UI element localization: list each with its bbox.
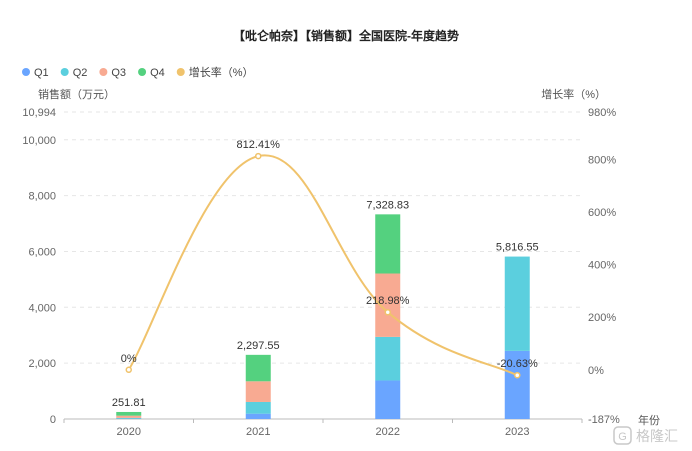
bar-q3-2021: [245, 381, 271, 402]
y-tick-label-2: 4,000: [28, 302, 56, 314]
growth-line-layer: 0% 812.41% 218.98% -20.63%: [121, 139, 538, 379]
growth-point-2021: [255, 152, 262, 160]
growth-label-2022: 218.98%: [366, 295, 410, 307]
watermark: G 格隆汇: [613, 426, 678, 445]
legend-marker-0: [22, 68, 30, 76]
legend-marker-1: [60, 68, 69, 76]
growth-label-2023: -20.63%: [497, 358, 538, 370]
legend-marker-4: [176, 68, 185, 76]
bar-q4-2021: [245, 354, 271, 382]
y2-tick-label-6: 980%: [588, 107, 616, 119]
legend-marker-3: [138, 68, 147, 76]
watermark-logo-glyph: G: [618, 431, 627, 443]
bar-total-label-2021: 2,297.55: [237, 340, 280, 352]
legend-label-1: Q2: [73, 67, 88, 79]
legend: Q1 Q2 Q3 Q4 增长率（%）: [22, 65, 254, 79]
bar-q2-2021: [245, 401, 271, 414]
bar-q2-2023: [504, 256, 530, 351]
y-tick-label-6: 10,994: [22, 107, 56, 119]
bar-total-label-2023: 5,816.55: [496, 242, 539, 254]
y2-tick-label-3: 400%: [588, 260, 616, 272]
y-tick-label-3: 6,000: [28, 246, 56, 258]
y-axis-ticks: 0 2,000 4,000 6,000 8,000 10,000 10,994: [22, 107, 56, 426]
grid-layer: [64, 111, 582, 420]
y2-tick-label-2: 200%: [588, 312, 616, 324]
bar-q1-2022: [375, 380, 401, 419]
bar-q4-2020: [116, 411, 142, 416]
y-tick-label-1: 2,000: [28, 358, 56, 370]
bar-q2-2022: [375, 336, 401, 381]
growth-point-2020: [125, 366, 132, 374]
y2-axis-ticks: -187% 0% 200% 400% 600% 800% 980%: [588, 107, 620, 426]
legend-marker-2: [99, 68, 108, 76]
y2-axis-label: 增长率（%）: [541, 87, 606, 101]
bar-q4-2022: [375, 214, 401, 274]
x-tick-label-0: 2020: [117, 426, 141, 438]
legend-label-0: Q1: [34, 67, 49, 79]
y-tick-label-5: 10,000: [22, 135, 56, 147]
growth-point-2022: [384, 308, 391, 316]
bar-total-label-2020: 251.81: [112, 397, 146, 409]
y2-tick-label-5: 800%: [588, 154, 616, 166]
y-axis-label: 销售额（万元）: [38, 87, 115, 101]
growth-label-2021: 812.41%: [237, 139, 281, 151]
bar-q1-2023: [504, 350, 530, 419]
legend-label-2: Q3: [111, 67, 126, 79]
bar-q1-2021: [245, 413, 271, 419]
y2-tick-label-1: 0%: [588, 365, 604, 377]
legend-label-3: Q4: [150, 67, 165, 79]
y-tick-label-0: 0: [50, 414, 56, 426]
bar-q2-2020: [116, 417, 142, 419]
y-tick-label-4: 8,000: [28, 191, 56, 203]
x-axis-ticks: 2020 2021 2022 2023: [63, 419, 583, 438]
watermark-text: 格隆汇: [636, 428, 678, 444]
bars: 251.81 2,297.55 7,328.83 5,816.55: [112, 199, 539, 419]
bar-total-label-2022: 7,328.83: [366, 199, 409, 211]
growth-label-2020: 0%: [121, 353, 137, 365]
bar-q3-2020: [116, 415, 142, 418]
x-tick-label-2: 2022: [376, 426, 400, 438]
x-tick-label-3: 2023: [505, 426, 529, 438]
chart-title: 【吡仑帕奈】【销售额】全国医院-年度趋势: [233, 28, 459, 43]
x-axis-label: 年份: [638, 413, 660, 427]
growth-point-2023: [514, 371, 521, 379]
y2-tick-label-0: -187%: [588, 414, 620, 426]
legend-label-4: 增长率（%）: [189, 65, 254, 79]
y2-tick-label-4: 600%: [588, 207, 616, 219]
growth-rate-line: [127, 154, 518, 377]
x-tick-label-1: 2021: [246, 426, 270, 438]
watermark-logo-icon: [613, 426, 632, 445]
